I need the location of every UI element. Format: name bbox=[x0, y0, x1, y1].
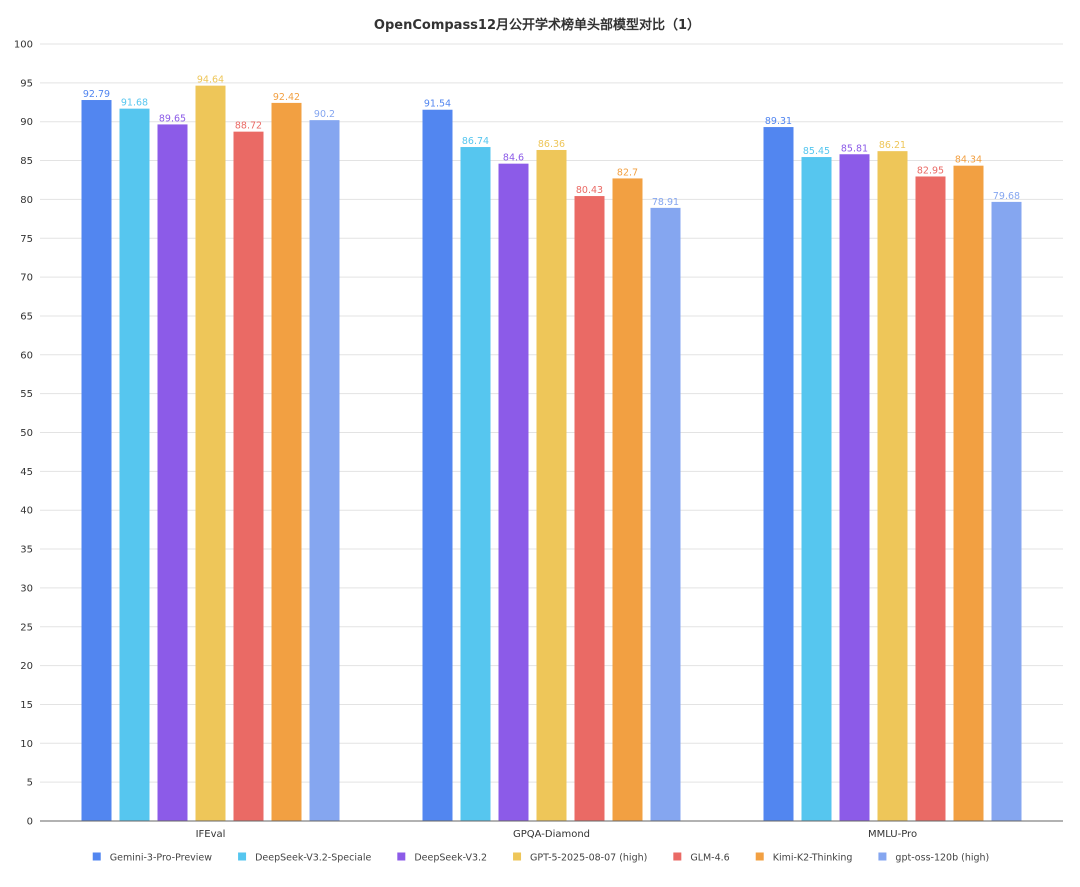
data-labels: 92.79 91.68 89.65 94.64 88.72 92.42 90.2 91.54 8… bbox=[83, 75, 1020, 208]
legend-label: GLM-4.6 bbox=[690, 853, 729, 864]
bar-gpt-oss-120b-high--mmlu-pro[interactable] bbox=[991, 201, 1022, 821]
y-tick-label: 15 bbox=[20, 700, 33, 711]
legend-swatch bbox=[755, 852, 764, 861]
data-label: 85.81 bbox=[841, 143, 868, 154]
bar-deepseek-v3-2-mmlu-pro[interactable] bbox=[839, 154, 870, 822]
bar-deepseek-v3-2-speciale-gpqa-diamond[interactable] bbox=[460, 147, 491, 821]
chart-title: OpenCompass12月公开学术榜单头部模型对比（1） bbox=[374, 17, 700, 33]
y-tick-label: 55 bbox=[20, 389, 33, 400]
data-label: 84.6 bbox=[503, 153, 524, 164]
y-tick-label: 0 bbox=[27, 817, 33, 828]
data-label: 86.21 bbox=[879, 140, 906, 151]
legend-item[interactable]: Gemini-3-Pro-Preview bbox=[92, 852, 213, 864]
data-label: 85.45 bbox=[803, 146, 830, 157]
legend-label: Kimi-K2-Thinking bbox=[773, 853, 853, 864]
legend-item[interactable]: DeepSeek-V3.2-Speciale bbox=[238, 852, 371, 864]
bar-kimi-k2-thinking-mmlu-pro[interactable] bbox=[953, 165, 984, 821]
legend-label: gpt-oss-120b (high) bbox=[895, 853, 989, 864]
legend-swatch bbox=[238, 852, 247, 861]
y-tick-label: 95 bbox=[20, 78, 33, 89]
legend-label: GPT-5-2025-08-07 (high) bbox=[530, 853, 647, 864]
bar-gpt-5-2025-08-07-high--mmlu-pro[interactable] bbox=[877, 151, 908, 821]
bar-glm-4-6-gpqa-diamond[interactable] bbox=[574, 196, 605, 821]
data-label: 79.68 bbox=[993, 191, 1020, 202]
legend-item[interactable]: GPT-5-2025-08-07 (high) bbox=[513, 852, 647, 864]
y-tick-label: 90 bbox=[20, 117, 33, 128]
data-label: 88.72 bbox=[235, 121, 262, 132]
category-labels: IFEval GPQA-Diamond MMLU-Pro bbox=[196, 829, 917, 840]
y-tick-label: 70 bbox=[20, 273, 33, 284]
bar-deepseek-v3-2-gpqa-diamond[interactable] bbox=[498, 163, 529, 821]
y-tick-label: 30 bbox=[20, 583, 33, 594]
bar-gpt-5-2025-08-07-high--gpqa-diamond[interactable] bbox=[536, 149, 567, 822]
y-tick-label: 45 bbox=[20, 467, 33, 478]
bar-glm-4-6-mmlu-pro[interactable] bbox=[915, 176, 946, 821]
legend-item[interactable]: gpt-oss-120b (high) bbox=[878, 852, 989, 864]
y-tick-label: 5 bbox=[27, 778, 33, 789]
data-label: 89.31 bbox=[765, 116, 792, 127]
legend-label: DeepSeek-V3.2 bbox=[414, 853, 487, 864]
data-label: 86.36 bbox=[538, 139, 565, 150]
legend-swatch bbox=[513, 852, 522, 861]
bar-gpt-5-2025-08-07-high--ifeval[interactable] bbox=[195, 85, 226, 821]
bar-glm-4-6-ifeval[interactable] bbox=[233, 131, 264, 821]
data-label: 92.79 bbox=[83, 89, 110, 100]
data-label: 89.65 bbox=[159, 113, 186, 124]
y-tick-label: 35 bbox=[20, 545, 33, 556]
category-label: MMLU-Pro bbox=[868, 829, 917, 840]
y-tick-label: 80 bbox=[20, 195, 33, 206]
bar-gemini-3-pro-preview-ifeval[interactable] bbox=[81, 100, 112, 821]
y-tick-label: 50 bbox=[20, 428, 33, 439]
y-tick-label: 100 bbox=[14, 40, 33, 51]
y-tick-label: 10 bbox=[20, 739, 33, 750]
legend-swatch bbox=[397, 852, 406, 861]
data-label: 94.64 bbox=[197, 75, 224, 86]
bar-deepseek-v3-2-speciale-ifeval[interactable] bbox=[119, 108, 150, 821]
category-label: GPQA-Diamond bbox=[513, 829, 590, 840]
legend[interactable]: Gemini-3-Pro-Preview DeepSeek-V3.2-Specia… bbox=[92, 852, 990, 864]
data-label: 84.34 bbox=[955, 155, 982, 166]
bars bbox=[81, 85, 1022, 822]
legend-swatch bbox=[673, 852, 682, 861]
y-tick-label: 60 bbox=[20, 350, 33, 361]
legend-item[interactable]: GLM-4.6 bbox=[673, 852, 730, 864]
y-axis-ticks: 0 5 10 15 20 25 30 35 40 45 50 55 60 65 70 75 80 85 90 95 10… bbox=[14, 40, 33, 828]
y-tick-label: 40 bbox=[20, 506, 33, 517]
data-label: 91.68 bbox=[121, 98, 148, 109]
y-tick-label: 75 bbox=[20, 234, 33, 245]
data-label: 91.54 bbox=[424, 99, 451, 110]
data-label: 90.2 bbox=[314, 109, 335, 120]
bar-gemini-3-pro-preview-mmlu-pro[interactable] bbox=[763, 127, 794, 822]
y-tick-label: 65 bbox=[20, 311, 33, 322]
data-label: 80.43 bbox=[576, 185, 603, 196]
y-tick-label: 25 bbox=[20, 622, 33, 633]
data-label: 82.95 bbox=[917, 165, 944, 176]
data-label: 92.42 bbox=[273, 92, 300, 103]
bar-deepseek-v3-2-speciale-mmlu-pro[interactable] bbox=[801, 157, 832, 822]
y-tick-label: 20 bbox=[20, 661, 33, 672]
category-label: IFEval bbox=[196, 829, 226, 840]
bar-gemini-3-pro-preview-gpqa-diamond[interactable] bbox=[422, 109, 453, 822]
data-label: 82.7 bbox=[617, 167, 638, 178]
data-label: 86.74 bbox=[462, 136, 489, 147]
y-tick-label: 85 bbox=[20, 156, 33, 167]
legend-item[interactable]: DeepSeek-V3.2 bbox=[397, 852, 487, 864]
data-label: 78.91 bbox=[652, 197, 679, 208]
bar-kimi-k2-thinking-ifeval[interactable] bbox=[271, 102, 302, 821]
bar-gpt-oss-120b-high--gpqa-diamond[interactable] bbox=[650, 207, 681, 822]
legend-label: Gemini-3-Pro-Preview bbox=[110, 853, 213, 864]
bar-deepseek-v3-2-ifeval[interactable] bbox=[157, 124, 188, 822]
legend-swatch bbox=[92, 852, 101, 861]
legend-item[interactable]: Kimi-K2-Thinking bbox=[755, 852, 853, 864]
legend-swatch bbox=[878, 852, 887, 861]
bar-kimi-k2-thinking-gpqa-diamond[interactable] bbox=[612, 178, 643, 821]
legend-label: DeepSeek-V3.2-Speciale bbox=[255, 853, 371, 864]
bar-gpt-oss-120b-high--ifeval[interactable] bbox=[309, 120, 340, 821]
